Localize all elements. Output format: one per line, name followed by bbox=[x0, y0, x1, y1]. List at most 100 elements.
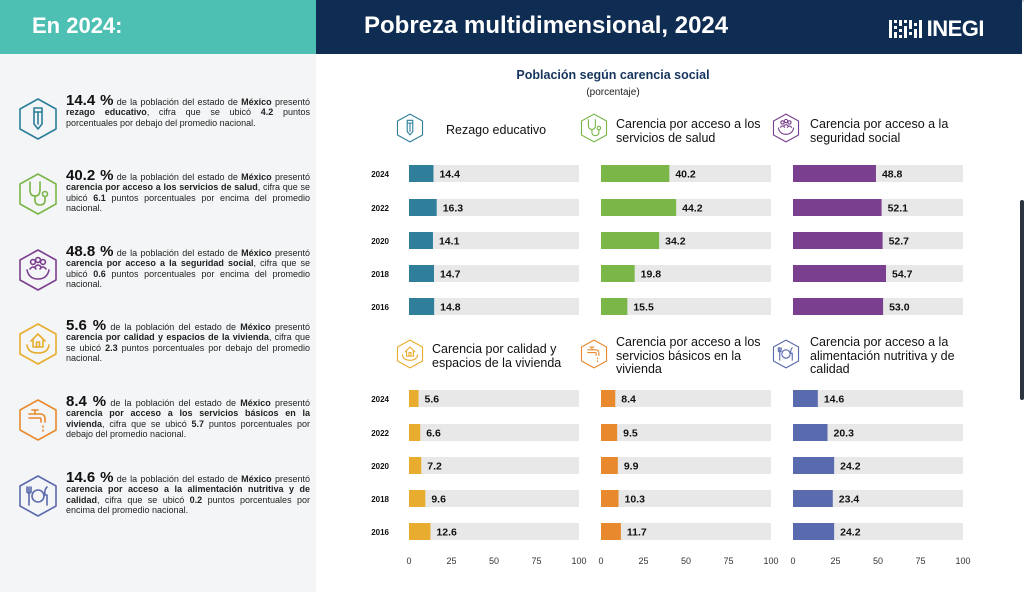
faucet-icon bbox=[19, 399, 57, 441]
pencil-icon bbox=[19, 98, 57, 140]
bar-value-label: 16.3 bbox=[443, 203, 464, 215]
note-state: México bbox=[241, 97, 272, 107]
bar-value-label: 8.4 bbox=[621, 394, 636, 406]
stethoscope-icon bbox=[580, 113, 608, 143]
bar-track bbox=[601, 490, 771, 507]
bar-track bbox=[601, 298, 771, 315]
summary-note-text: 40.2 % de la población del estado de Méx… bbox=[66, 168, 310, 214]
bar-value-label: 14.1 bbox=[439, 236, 460, 248]
note-state: México bbox=[240, 322, 271, 332]
note-state: México bbox=[241, 172, 272, 182]
bar bbox=[793, 232, 883, 249]
note-percentage: 14.4 % bbox=[66, 92, 114, 109]
bar bbox=[793, 490, 833, 507]
plate-cutlery-icon bbox=[772, 339, 800, 369]
note-difference: 2.3 bbox=[105, 342, 118, 353]
note-state: México bbox=[241, 248, 272, 258]
bar-track bbox=[793, 424, 963, 441]
x-tick-label: 50 bbox=[489, 556, 499, 566]
note-text-4: puntos porcentuales por debajo del prome… bbox=[66, 107, 310, 128]
page-title: Pobreza multidimensional, 2024 bbox=[364, 12, 729, 39]
summary-note-text: 8.4 % de la población del estado de Méxi… bbox=[66, 394, 311, 440]
bar bbox=[793, 298, 884, 315]
bar-track bbox=[793, 490, 963, 507]
header-left-label: En 2024: bbox=[32, 13, 123, 38]
bar-track bbox=[409, 199, 579, 216]
category-label: 2020 bbox=[371, 237, 389, 246]
bar bbox=[409, 523, 431, 540]
bar-value-label: 11.7 bbox=[627, 527, 647, 539]
bar bbox=[793, 457, 835, 474]
bar-track bbox=[601, 424, 771, 441]
bar bbox=[793, 523, 835, 540]
bar-value-label: 24.2 bbox=[840, 527, 861, 539]
bar-value-label: 52.1 bbox=[888, 203, 909, 215]
bar-track bbox=[409, 523, 579, 540]
bar bbox=[409, 265, 434, 282]
chart-subtitle: (porcentaje) bbox=[586, 87, 640, 98]
bar bbox=[793, 265, 886, 282]
bar-track bbox=[409, 265, 579, 282]
faucet-icon bbox=[580, 339, 608, 369]
header-right: Pobreza multidimensional, 2024 INEGI bbox=[316, 0, 1022, 54]
bar-value-label: 14.4 bbox=[439, 169, 460, 181]
bar-track bbox=[601, 523, 771, 540]
note-text-3: , cifra que se ubicó bbox=[66, 258, 310, 279]
bar bbox=[601, 232, 660, 249]
chart-title: Población según carencia social bbox=[516, 68, 710, 82]
note-text-3: , cifra que se ubicó bbox=[97, 494, 190, 505]
bar-value-label: 54.7 bbox=[892, 269, 913, 281]
stethoscope-icon bbox=[19, 173, 57, 215]
note-text-3: , cifra que se ubicó bbox=[66, 332, 310, 353]
note-text-2: presentó bbox=[271, 248, 311, 258]
bar-track bbox=[409, 298, 579, 315]
x-tick-label: 75 bbox=[915, 556, 925, 566]
summary-note: 5.6 % de la población del estado de Méxi… bbox=[16, 318, 310, 379]
note-text-2: presentó bbox=[270, 398, 311, 408]
x-tick-label: 50 bbox=[681, 556, 691, 566]
inegi-logo-mark-icon bbox=[888, 20, 922, 38]
category-label: 2022 bbox=[371, 204, 389, 213]
note-text-3: , cifra que se ubicó bbox=[102, 418, 192, 429]
bar bbox=[409, 424, 421, 441]
note-text-1: de la población del estado de bbox=[113, 474, 242, 484]
bar bbox=[409, 165, 434, 182]
bar-track bbox=[793, 390, 963, 407]
bar-value-label: 52.7 bbox=[889, 236, 910, 248]
note-text-3: , cifra que se ubicó bbox=[66, 182, 310, 203]
category-label: 2018 bbox=[371, 270, 389, 279]
bar-value-label: 6.6 bbox=[426, 428, 441, 440]
panel-icon-wrap bbox=[769, 338, 803, 370]
bar bbox=[409, 298, 435, 315]
note-indicator: rezago educativo bbox=[66, 107, 147, 118]
x-tick-label: 0 bbox=[790, 556, 795, 566]
bar-track bbox=[601, 457, 771, 474]
bar-value-label: 7.2 bbox=[427, 461, 442, 473]
bar-value-label: 5.6 bbox=[425, 394, 440, 406]
summary-note: 14.6 % de la población del estado de Méx… bbox=[16, 470, 310, 531]
note-text-1: de la población del estado de bbox=[106, 322, 241, 332]
note-text-2: presentó bbox=[271, 97, 311, 107]
bar-value-label: 44.2 bbox=[682, 203, 703, 215]
bar-track bbox=[409, 232, 579, 249]
summary-note-text: 14.6 % de la población del estado de Méx… bbox=[66, 470, 310, 516]
category-label: 2020 bbox=[371, 462, 389, 471]
note-text-4: puntos porcentuales por debajo del prome… bbox=[66, 418, 310, 440]
category-label: 2016 bbox=[371, 528, 389, 537]
bar bbox=[409, 199, 437, 216]
bar-track bbox=[793, 523, 963, 540]
panel-title: Carencia por acceso a la seguridad socia… bbox=[810, 117, 949, 145]
note-indicator: carencia por calidad y espacios de la vi… bbox=[66, 332, 269, 343]
note-state: México bbox=[240, 398, 271, 408]
panel-icon-wrap bbox=[769, 112, 803, 144]
note-percentage: 40.2 % bbox=[66, 167, 114, 184]
note-difference: 6.1 bbox=[93, 192, 106, 203]
category-label: 2024 bbox=[371, 170, 389, 179]
note-difference: 5.7 bbox=[191, 418, 205, 429]
bar-value-label: 14.7 bbox=[440, 269, 461, 281]
x-tick-label: 100 bbox=[955, 556, 970, 566]
panel-title: Carencia por acceso a los servicios bási… bbox=[616, 335, 761, 376]
bar-value-label: 23.4 bbox=[839, 494, 860, 506]
bar-value-label: 12.6 bbox=[436, 527, 457, 539]
bar-value-label: 48.8 bbox=[882, 169, 903, 181]
